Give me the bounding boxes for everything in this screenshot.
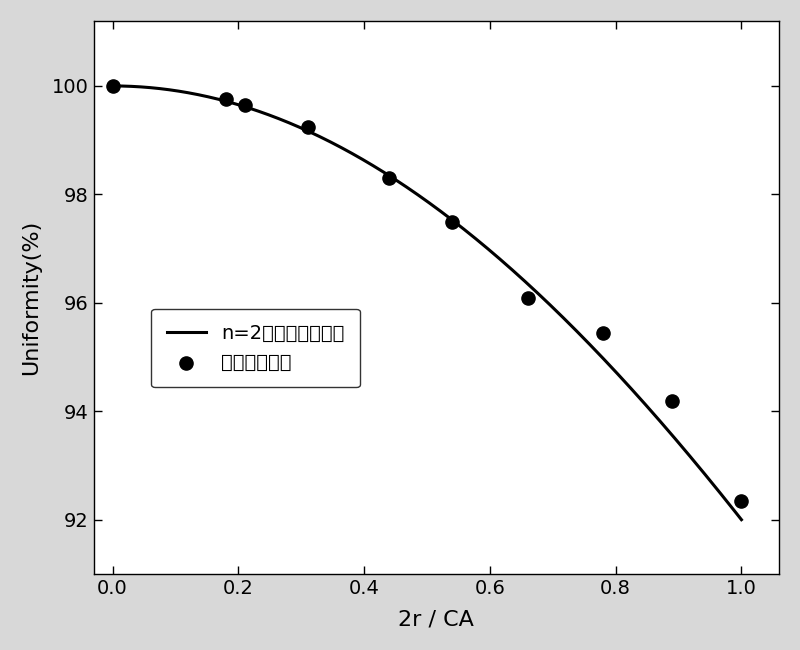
实验厚度分布 [597, 328, 610, 338]
实验厚度分布 [522, 292, 534, 303]
Y-axis label: Uniformity(%): Uniformity(%) [21, 220, 41, 375]
n=2时模拟厚度分布 [610, 367, 619, 374]
实验厚度分布 [666, 395, 678, 406]
实验厚度分布 [301, 122, 314, 132]
n=2时模拟厚度分布 [108, 82, 118, 90]
实验厚度分布 [219, 94, 232, 105]
n=2时模拟厚度分布 [737, 516, 746, 524]
Legend: n=2时模拟厚度分布, 实验厚度分布: n=2时模拟厚度分布, 实验厚度分布 [151, 309, 360, 387]
实验厚度分布 [238, 99, 251, 110]
n=2时模拟厚度分布 [539, 296, 549, 304]
X-axis label: 2r / CA: 2r / CA [398, 609, 474, 629]
n=2时模拟厚度分布 [598, 354, 608, 362]
实验厚度分布 [446, 216, 458, 227]
实验厚度分布 [106, 81, 119, 91]
实验厚度分布 [383, 173, 396, 183]
Line: n=2时模拟厚度分布: n=2时模拟厚度分布 [113, 86, 742, 520]
n=2时模拟厚度分布 [385, 172, 394, 180]
实验厚度分布 [735, 496, 748, 506]
n=2时模拟厚度分布 [362, 158, 372, 166]
n=2时模拟厚度分布 [172, 87, 182, 95]
